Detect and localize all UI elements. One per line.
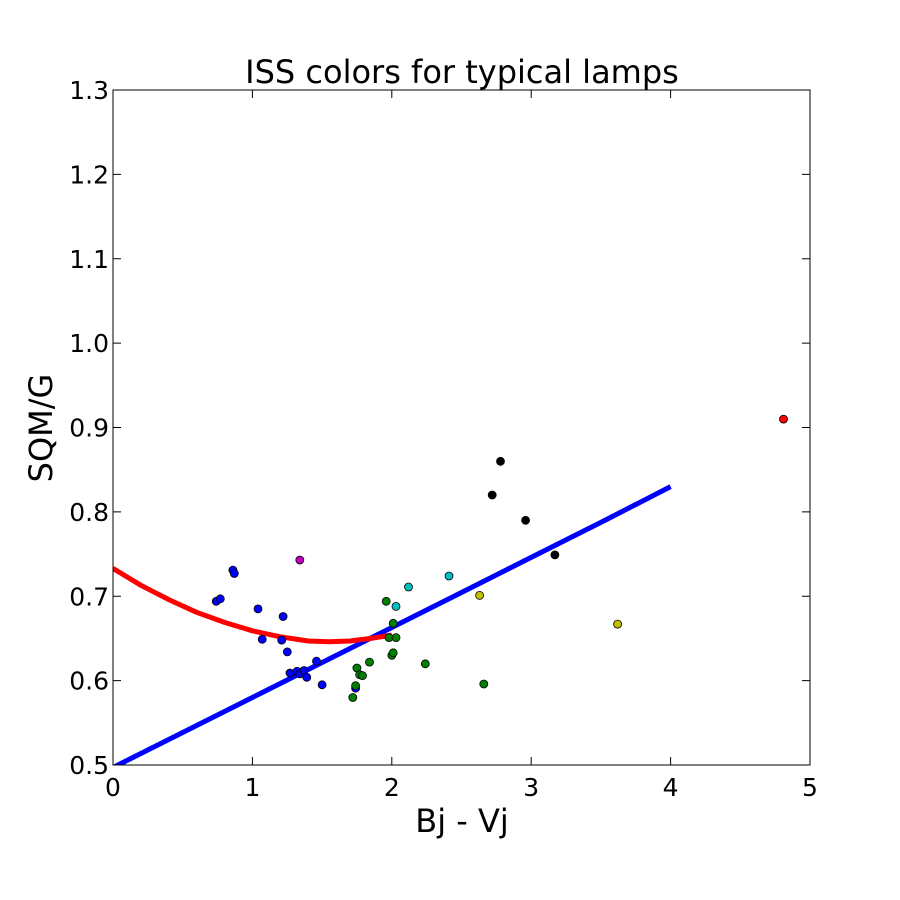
- data-point: [282, 647, 292, 657]
- x-tick-label: 4: [663, 773, 679, 802]
- data-point: [317, 680, 327, 690]
- data-point: [381, 596, 391, 606]
- data-point: [391, 633, 401, 642]
- data-point: [479, 679, 489, 689]
- data-point: [348, 693, 358, 702]
- y-tick-label: 1.1: [69, 245, 109, 274]
- x-tick-label: 5: [802, 773, 818, 802]
- data-point: [312, 656, 321, 666]
- data-point: [404, 582, 413, 592]
- x-tick-label: 1: [244, 773, 260, 802]
- data-point: [550, 550, 560, 560]
- data-point: [388, 648, 398, 658]
- x-tick-label: 3: [523, 773, 539, 802]
- data-point: [475, 591, 485, 600]
- data-point: [215, 594, 225, 604]
- data-point: [521, 515, 530, 525]
- data-point: [613, 619, 622, 629]
- data-point: [358, 671, 367, 680]
- fit-line-1: [113, 566, 393, 645]
- data-point: [257, 634, 267, 644]
- plot-area: 0 1 2 3 4 5 0.5 0.6 0.7 0.8 0.9 1.0 1.1 1.2 1.3: [69, 76, 818, 802]
- data-point: [388, 618, 398, 628]
- axis-ticks: 0 1 2 3 4 5 0.5 0.6 0.7 0.8 0.9 1.0 1.1 1.2 1.3: [69, 76, 818, 802]
- data-point: [277, 635, 287, 645]
- y-tick-label: 1.2: [69, 160, 109, 189]
- y-axis-label: SQM/G: [22, 374, 60, 483]
- data-point: [365, 657, 374, 667]
- y-tick-label: 0.6: [69, 667, 109, 696]
- fit-lines: [113, 484, 672, 765]
- y-tick-label: 1.0: [69, 329, 109, 358]
- y-tick-label: 0.7: [69, 582, 109, 611]
- y-tick-label: 0.5: [69, 751, 109, 780]
- fit-line-0: [113, 484, 672, 765]
- chart-title: ISS colors for typical lamps: [245, 53, 679, 91]
- y-tick-label: 0.9: [69, 414, 109, 443]
- x-tick-label: 2: [384, 773, 400, 802]
- data-point: [295, 555, 305, 565]
- y-tick-label: 0.8: [69, 498, 109, 527]
- data-point: [779, 414, 788, 424]
- data-point: [420, 659, 430, 669]
- data-point: [487, 490, 497, 500]
- data-point: [496, 456, 505, 466]
- data-point: [302, 672, 312, 682]
- data-point: [391, 602, 401, 611]
- data-point: [444, 571, 454, 581]
- data-point: [278, 612, 288, 621]
- data-point: [351, 681, 361, 691]
- data-point: [229, 569, 239, 578]
- data-point: [253, 604, 263, 614]
- y-tick-label: 1.3: [69, 76, 109, 105]
- x-axis-label: Bj - Vj: [415, 802, 509, 840]
- data-points: [211, 414, 788, 702]
- x-tick-label: 0: [105, 773, 121, 802]
